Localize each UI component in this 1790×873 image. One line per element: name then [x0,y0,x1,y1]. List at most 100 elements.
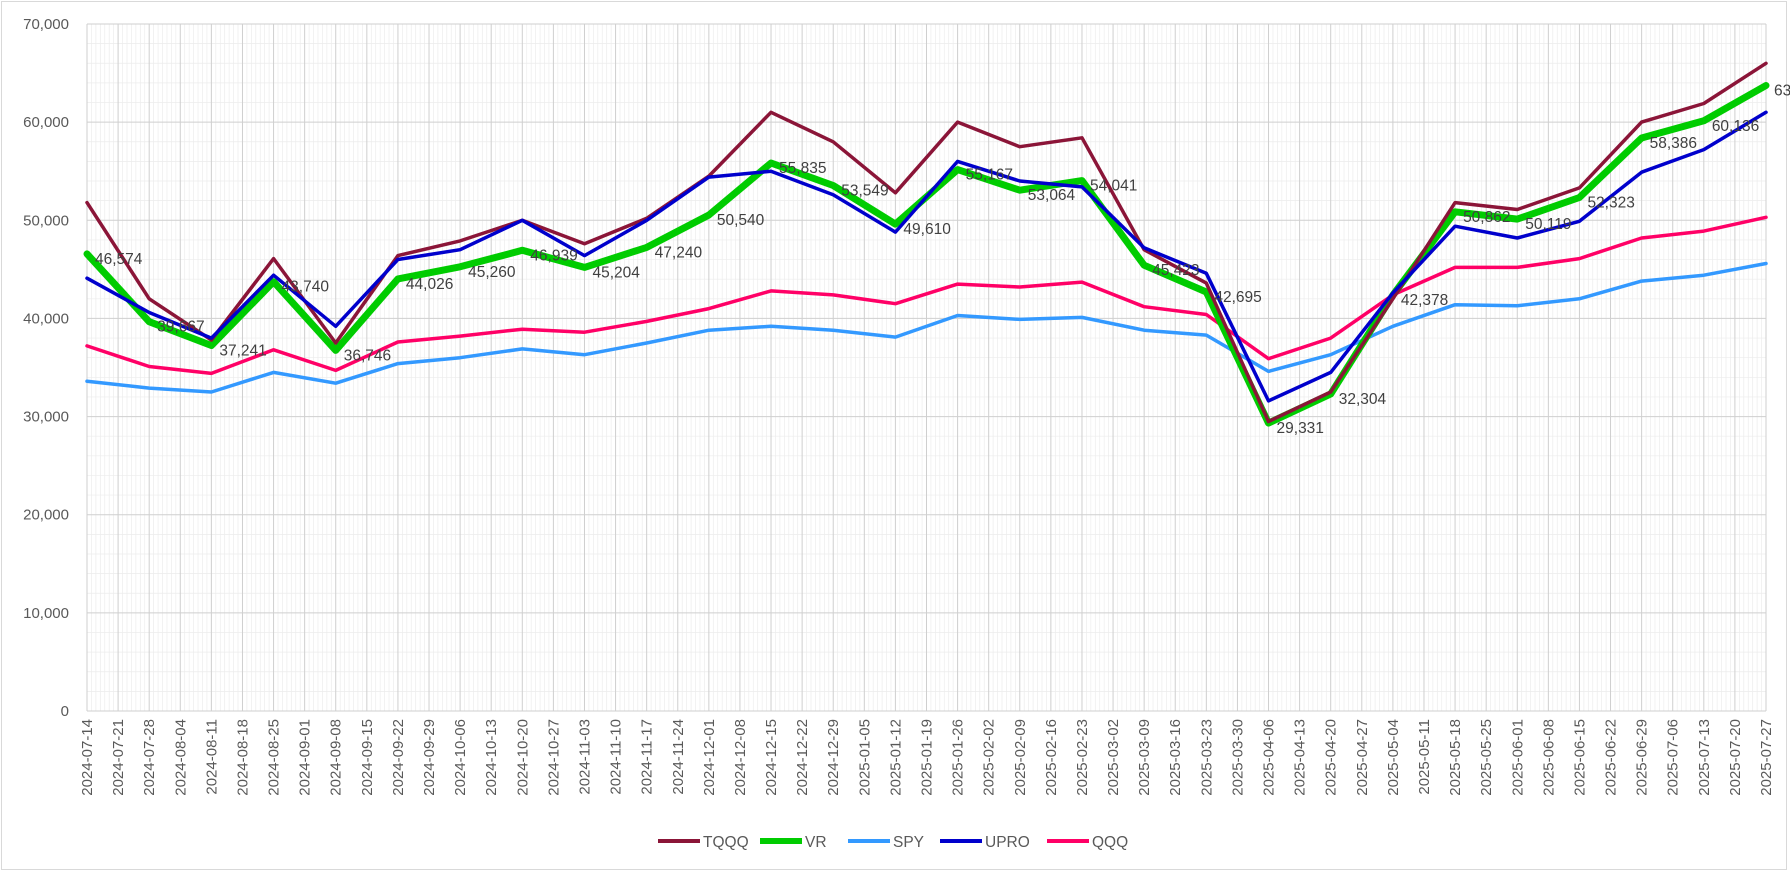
legend-label-tqqq: TQQQ [703,834,749,851]
data-label-vr: 63,737 [1774,82,1790,99]
y-tick-label: 70,000 [23,16,69,33]
x-tick-label: 2025-02-23 [1074,719,1091,796]
x-tick-label: 2024-11-03 [576,719,593,795]
x-tick-label: 2025-01-05 [856,719,873,796]
x-tick-label: 2024-09-22 [390,719,407,796]
x-tick-label: 2025-06-22 [1603,719,1620,796]
data-label-vr: 53,549 [841,182,888,199]
x-tick-label: 2025-07-06 [1665,719,1682,796]
data-label-vr: 32,304 [1339,391,1387,408]
data-label-vr: 45,423 [1152,262,1199,279]
x-tick-label: 2025-06-01 [1509,719,1526,796]
data-label-vr: 58,386 [1650,135,1697,152]
x-tick-label: 2025-03-16 [1167,719,1184,796]
data-label-vr: 53,064 [1028,187,1076,204]
y-tick-label: 50,000 [23,212,69,229]
data-label-vr: 60,136 [1712,118,1759,135]
y-tick-label: 20,000 [23,507,69,524]
data-label-vr: 52,323 [1587,194,1634,211]
x-tick-label: 2025-04-13 [1292,719,1309,796]
data-labels: 46,574 39,667 37,241 43,740 36,746 44,026 45,2… [95,82,1790,437]
data-label-vr: 50,862 [1463,209,1510,226]
y-axis-tick-labels: 0 10,000 20,000 30,000 40,000 50,000 60,000 70,… [23,16,69,720]
x-tick-label: 2025-03-09 [1136,719,1153,796]
data-label-vr: 42,695 [1214,289,1261,306]
data-label-vr: 50,119 [1525,216,1571,233]
x-tick-label: 2024-12-22 [794,719,811,796]
x-tick-label: 2024-07-21 [110,719,127,796]
data-label-vr: 49,610 [903,221,951,238]
data-label-vr: 43,740 [282,279,330,296]
data-label-vr: 42,378 [1401,292,1448,309]
x-tick-label: 2024-12-08 [732,719,749,796]
data-label-vr: 50,540 [717,212,765,229]
x-tick-label: 2024-11-10 [608,719,625,795]
x-tick-label: 2024-07-14 [79,719,96,796]
data-label-vr: 46,939 [530,247,577,264]
x-tick-label: 2025-01-19 [919,719,936,796]
data-label-vr: 55,835 [779,160,826,177]
data-label-vr: 36,746 [344,347,391,364]
x-tick-label: 2025-03-23 [1198,719,1215,796]
x-tick-label: 2024-10-13 [483,719,500,796]
series-line-upro [85,110,1768,403]
x-tick-label: 2024-12-01 [701,719,718,796]
data-label-vr: 47,240 [655,244,703,261]
x-tick-label: 2025-06-08 [1540,719,1557,796]
legend: TQQQ VR SPY UPRO QQQ [658,834,1128,851]
x-tick-label: 2025-07-13 [1696,719,1713,796]
x-tick-label: 2025-05-25 [1478,719,1495,796]
x-tick-label: 2024-09-08 [328,719,345,796]
data-label-vr: 46,574 [95,251,143,268]
x-tick-label: 2024-09-29 [421,719,438,796]
x-axis-tick-labels: 2024-07-14 2024-07-21 2024-07-28 2024-08-04… [79,719,1775,796]
x-tick-label: 2024-12-29 [825,719,842,796]
x-tick-label: 2024-11-17 [639,719,656,795]
data-label-vr: 37,241 [219,343,266,360]
y-tick-label: 40,000 [23,310,69,327]
x-tick-label: 2025-02-16 [1043,719,1060,796]
x-tick-label: 2025-05-11 [1416,719,1433,795]
legend-label-qqq: QQQ [1092,834,1128,851]
x-tick-label: 2024-11-24 [670,719,687,795]
x-tick-label: 2025-07-20 [1727,719,1744,796]
y-tick-label: 0 [61,703,69,720]
legend-label-spy: SPY [893,834,924,851]
data-label-vr: 54,041 [1090,178,1137,195]
x-tick-label: 2025-05-18 [1447,719,1464,796]
data-label-vr: 44,026 [406,276,453,293]
x-tick-label: 2025-02-02 [981,719,998,796]
series-line-qqq [85,215,1768,376]
data-label-vr: 39,667 [157,319,204,336]
x-tick-label: 2025-05-04 [1385,719,1402,796]
data-label-vr: 45,260 [468,264,516,281]
data-label-vr: 55,167 [966,167,1013,184]
x-tick-label: 2025-07-27 [1758,719,1775,796]
y-tick-label: 30,000 [23,409,69,426]
data-label-vr: 29,331 [1277,420,1324,437]
x-tick-label: 2024-08-11 [203,719,220,795]
x-tick-label: 2024-12-15 [763,719,780,796]
x-tick-label: 2025-01-26 [950,719,967,796]
x-tick-label: 2025-04-20 [1323,719,1340,796]
x-tick-label: 2024-08-04 [172,719,189,796]
x-tick-label: 2025-04-06 [1261,719,1278,796]
series-line-tqqq [85,61,1768,424]
x-tick-label: 2024-10-20 [514,719,531,796]
y-tick-label: 60,000 [23,114,69,131]
x-tick-label: 2024-10-06 [452,719,469,796]
x-tick-label: 2025-01-12 [887,719,904,796]
y-tick-label: 10,000 [23,605,69,622]
x-tick-label: 2025-03-30 [1229,719,1246,796]
legend-label-vr: VR [805,834,827,851]
x-tick-label: 2024-08-18 [234,719,251,796]
x-tick-label: 2025-06-15 [1571,719,1588,796]
series-line-spy [85,261,1768,394]
x-tick-label: 2024-08-25 [266,719,283,796]
x-tick-label: 2025-03-02 [1105,719,1122,796]
x-tick-label: 2024-07-28 [141,719,158,796]
grid-lines [86,23,1767,712]
x-tick-label: 2024-10-27 [545,719,562,796]
